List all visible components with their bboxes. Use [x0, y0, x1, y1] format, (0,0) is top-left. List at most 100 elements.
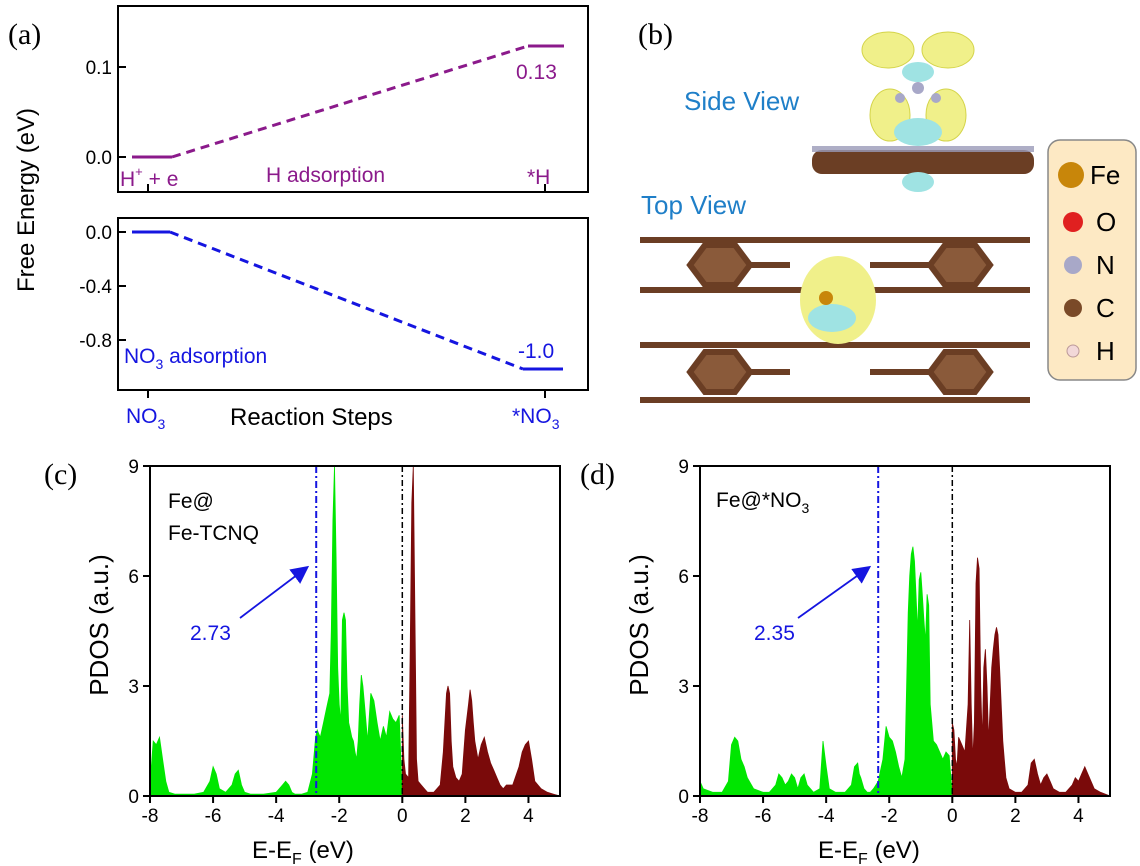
- no3-reaction-tail: adsorption: [163, 345, 267, 368]
- panel-a-label: (a): [8, 18, 41, 51]
- pdos-d-xtick-label-0: -8: [692, 806, 709, 827]
- legend-n: N: [1096, 250, 1115, 280]
- pdos-c-xtick-label-4: 0: [397, 806, 408, 827]
- pdos-plot-d: -8 -6 -4 -2 0 2 4 0 3 6 9: [678, 457, 1111, 827]
- h-atom-icon: [1066, 344, 1080, 358]
- panel-c-ylabel: PDOS (a.u.): [84, 554, 114, 696]
- h-start-tail: + e: [143, 168, 179, 191]
- pdos-d-occupied-area: [699, 546, 953, 797]
- panel-c: (c) PDOS (a.u.) -8 -6 -4 -2 0 2 4 0 3 6 9 Fe@ Fe-T…: [44, 457, 561, 866]
- panel-b-label: (b): [638, 18, 673, 51]
- panel-a-top-ytick-label-0: 0.0: [86, 148, 112, 169]
- pdos-c-xtick-label-1: -6: [205, 806, 222, 827]
- pdos-d-xtick-label-2: -4: [818, 806, 835, 827]
- pdos-c-arrow: [239, 565, 310, 619]
- pdos-plot-c: -8 -6 -4 -2 0 2 4 0 3 6 9: [128, 457, 561, 827]
- panel-d-label-sub: 3: [802, 500, 810, 516]
- pdos-c-occupied-area: [149, 465, 403, 797]
- panel-d-xlabel-sub: F: [858, 851, 868, 866]
- no3-end-text: *NO: [512, 405, 552, 428]
- pdos-c-unoccupied-area: [401, 465, 561, 797]
- pdos-d-ytick-label-3: 9: [678, 457, 689, 478]
- pdos-d-xtick-label-1: -6: [755, 806, 772, 827]
- panel-a-ylabel: Free Energy (eV): [13, 108, 40, 292]
- pdos-d-unoccupied-area: [951, 557, 1111, 797]
- panel-a-top-ytick-label-1: 0.1: [86, 58, 112, 79]
- panel-c-xlabel-sub: F: [292, 851, 302, 866]
- pdos-d-arrow: [797, 565, 872, 619]
- panel-d-label-1: Fe@*NO3: [716, 489, 810, 516]
- panel-a-bottom-ytick-label-0: 0.0: [86, 223, 112, 244]
- o-atom-icon: [1063, 212, 1083, 232]
- panel-c-xlabel-text: E-E: [252, 837, 292, 864]
- molecule-row-bottom: [640, 342, 1030, 403]
- n-atom-icon: [1064, 256, 1082, 274]
- pdos-c-frame: [149, 465, 561, 797]
- no3-reaction-text: NO: [124, 345, 156, 368]
- top-view-label: Top View: [641, 190, 746, 220]
- fe-atom-icon: [1058, 162, 1084, 188]
- pdos-d-xtick-label-5: 2: [1010, 806, 1021, 827]
- h-dashed-path: [171, 44, 529, 159]
- panel-c-xlabel-tail: (eV): [302, 837, 354, 864]
- pdos-c-xtick-label-5: 2: [460, 806, 471, 827]
- panel-d-label: (d): [580, 458, 615, 491]
- h-value-label: 0.13: [516, 61, 557, 84]
- panel-a-bottom-frame: [117, 217, 589, 391]
- no3-reaction-label: NO3 adsorption: [124, 345, 267, 372]
- panel-c-label: (c): [44, 458, 77, 491]
- pdos-c-xtick-label-3: -2: [331, 806, 348, 827]
- pdos-c-ytick-label-1: 3: [128, 677, 139, 698]
- pdos-d-xtick-label-6: 4: [1073, 806, 1084, 827]
- panel-d-ylabel: PDOS (a.u.): [624, 554, 654, 696]
- pdos-d-xtick-label-4: 0: [947, 806, 958, 827]
- no3-value-label: -1.0: [518, 340, 554, 363]
- h-start-text: H: [120, 168, 135, 191]
- pdos-d-ytick-label-1: 3: [678, 677, 689, 698]
- no3-start-sub: 3: [158, 416, 166, 432]
- panel-a-bottom-ytick-label-2: -0.8: [79, 331, 112, 352]
- pdos-d-frame: [699, 465, 1111, 797]
- no3-reaction-sub: 3: [156, 356, 164, 372]
- pdos-c-ytick-label-0: 0: [128, 787, 139, 808]
- pdos-c-xtick-label-0: -8: [142, 806, 159, 827]
- pdos-d-ytick-label-2: 6: [678, 567, 689, 588]
- top-view-image: [640, 237, 1030, 403]
- pdos-c-ytick-label-2: 6: [128, 567, 139, 588]
- panel-a-top-frame: [117, 5, 589, 193]
- no3-start-text: NO: [126, 405, 158, 428]
- panel-d-xlabel-text: E-E: [818, 837, 858, 864]
- legend-fe: Fe: [1090, 160, 1120, 190]
- pdos-d-ytick-label-0: 0: [678, 787, 689, 808]
- side-view-image: [812, 31, 1034, 192]
- no3-end-sub: 3: [552, 416, 560, 432]
- no3-dashed-path: [169, 230, 524, 371]
- molecule-row-top: [640, 237, 1030, 293]
- h-reaction-label: H adsorption: [266, 164, 385, 187]
- panel-d-label-text: Fe@*NO: [716, 489, 802, 512]
- legend-o: O: [1096, 207, 1116, 237]
- panel-d-xlabel-tail: (eV): [868, 837, 920, 864]
- panel-d-center-value: 2.35: [754, 622, 795, 645]
- panel-c-label-1: Fe@: [168, 490, 214, 513]
- no3-end-label: *NO3: [512, 405, 560, 432]
- no3-start-label: NO3: [126, 405, 166, 432]
- atom-legend-box: [1047, 139, 1137, 381]
- panel-c-center-value: 2.73: [190, 622, 231, 645]
- legend-c: C: [1096, 293, 1115, 323]
- pdos-c-xtick-label-2: -4: [268, 806, 285, 827]
- panel-a: (a) 0.1 0.0 0.13 H adsorption H+ + e *H …: [8, 5, 589, 432]
- panel-c-label-2: Fe-TCNQ: [168, 522, 259, 545]
- legend-h: H: [1096, 336, 1115, 366]
- pdos-c-ytick-label-3: 9: [128, 457, 139, 478]
- pdos-d-xtick-label-3: -2: [881, 806, 898, 827]
- h-end-label: *H: [527, 166, 550, 189]
- panel-a-xlabel: Reaction Steps: [230, 404, 393, 431]
- c-atom-icon: [1064, 299, 1082, 317]
- atom-legend: Fe O N C H: [1047, 139, 1137, 381]
- side-view-label: Side View: [684, 86, 799, 116]
- pdos-c-xtick-label-6: 4: [523, 806, 534, 827]
- panel-c-xlabel: E-EF (eV): [252, 837, 354, 866]
